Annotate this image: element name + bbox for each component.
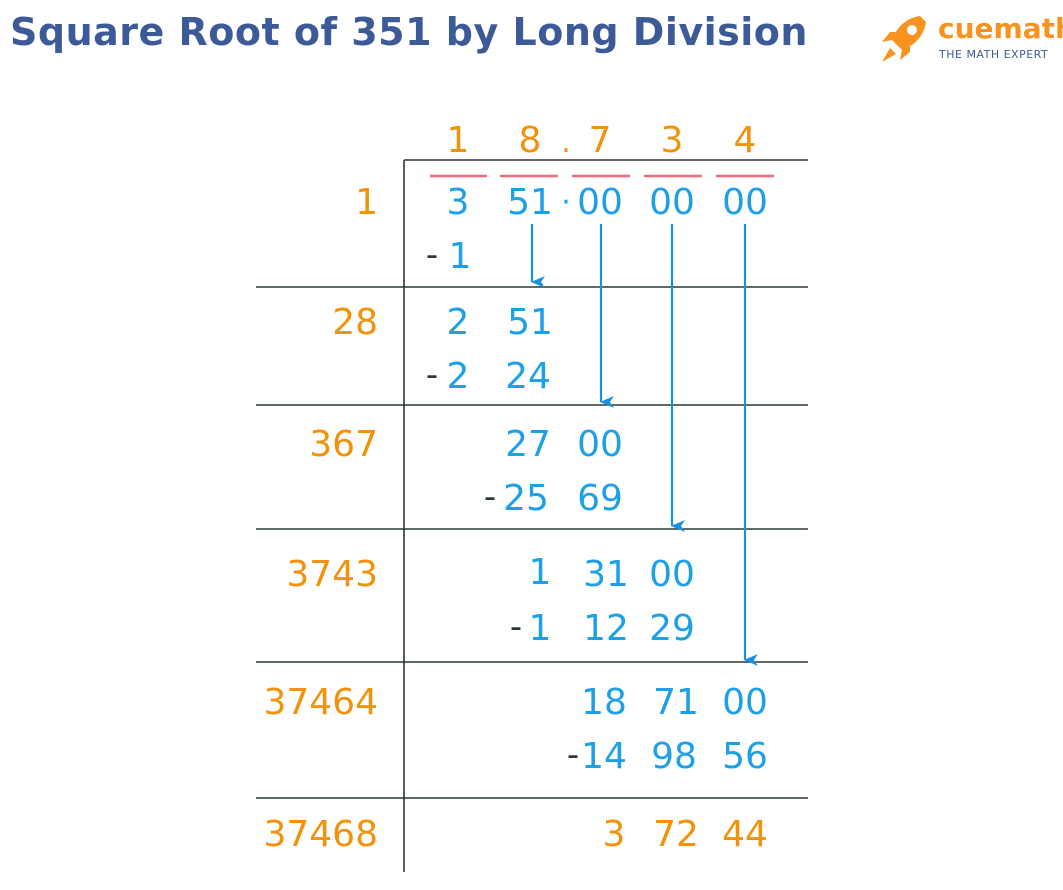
divisor: 3743 (286, 554, 378, 595)
working-number: 00 (722, 682, 768, 723)
minus-sign: - (567, 735, 579, 775)
working-number: 27 (505, 424, 551, 465)
cuemath-logo: cuemath THE MATH EXPERT (876, 12, 1063, 68)
subtrahend: 1 (529, 608, 552, 649)
subtrahend: 69 (577, 478, 623, 519)
working-number: 18 (581, 682, 627, 723)
quotient-digit: 7 (589, 120, 612, 161)
working-number: 00 (577, 424, 623, 465)
remainder: 72 (653, 814, 699, 855)
dividend-group: 3 (447, 182, 470, 223)
subtrahend: 25 (503, 478, 549, 519)
remainder: 44 (722, 814, 768, 855)
subtrahend: 29 (649, 608, 695, 649)
dividend-group: 00 (649, 182, 695, 223)
page-title: Square Root of 351 by Long Division (10, 10, 808, 54)
divisor: 37464 (263, 682, 378, 723)
rocket-icon (882, 16, 926, 62)
remainder: 3 (603, 814, 626, 855)
dividend-decimal-point: · (561, 185, 571, 220)
divisor: 28 (332, 302, 378, 343)
working-number: 1 (529, 552, 552, 593)
working-number: 31 (583, 554, 629, 595)
divisor: 1 (355, 182, 378, 223)
minus-sign: - (484, 477, 496, 517)
dividend-group: 00 (577, 182, 623, 223)
quotient-digit: 8 (519, 120, 542, 161)
quotient-digit: 1 (447, 120, 470, 161)
subtrahend: 2 (447, 356, 470, 397)
logo-tagline: THE MATH EXPERT (939, 48, 1049, 61)
dividend-group: 51 (507, 182, 553, 223)
minus-sign: - (510, 607, 522, 647)
minus-sign: - (426, 355, 438, 395)
minus-sign: - (426, 235, 438, 275)
divisor: 367 (309, 424, 378, 465)
quotient-decimal-point: . (561, 125, 571, 160)
subtrahend: 12 (583, 608, 629, 649)
logo-name: cuemath (938, 12, 1063, 45)
quotient-digit: 3 (661, 120, 684, 161)
working-number: 51 (507, 302, 553, 343)
subtrahend: 14 (581, 736, 627, 777)
dividend-group: 00 (722, 182, 768, 223)
divisor: 37468 (263, 814, 378, 855)
subtrahend: 1 (449, 236, 472, 277)
working-number: 2 (447, 302, 470, 343)
working-number: 00 (649, 554, 695, 595)
subtrahend: 56 (722, 736, 768, 777)
subtrahend: 24 (505, 356, 551, 397)
quotient-digit: 4 (734, 120, 757, 161)
subtrahend: 98 (651, 736, 697, 777)
working-number: 71 (653, 682, 699, 723)
